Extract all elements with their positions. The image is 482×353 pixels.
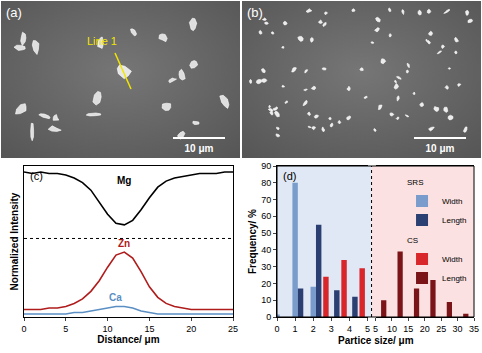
svg-text:10: 10 — [261, 295, 271, 305]
svg-text:(d): (d) — [283, 170, 296, 182]
svg-text:25: 25 — [228, 324, 238, 334]
svg-text:10: 10 — [103, 324, 113, 334]
svg-text:Width: Width — [442, 255, 462, 264]
svg-text:Partice size/ μm: Partice size/ μm — [338, 335, 414, 346]
svg-text:40: 40 — [261, 245, 271, 255]
svg-text:1: 1 — [293, 324, 298, 334]
svg-text:SRS: SRS — [407, 178, 423, 187]
svg-text:Zn: Zn — [118, 238, 130, 249]
svg-text:Length: Length — [442, 274, 466, 283]
svg-text:Distance/ μm: Distance/ μm — [97, 334, 159, 345]
svg-text:Normalized Intensity: Normalized Intensity — [9, 192, 20, 290]
svg-text:25: 25 — [436, 324, 446, 334]
svg-text:70: 70 — [261, 195, 271, 205]
svg-text:0: 0 — [274, 324, 279, 334]
svg-text:5: 5 — [63, 324, 68, 334]
svg-text:10: 10 — [387, 324, 397, 334]
svg-text:35: 35 — [469, 324, 479, 334]
svg-text:20: 20 — [420, 324, 430, 334]
svg-text:20: 20 — [186, 324, 196, 334]
svg-text:Length: Length — [442, 216, 466, 225]
svg-text:15: 15 — [144, 324, 154, 334]
svg-text:80: 80 — [261, 178, 271, 188]
svg-text:3: 3 — [329, 324, 334, 334]
svg-text:(c): (c) — [30, 170, 43, 182]
svg-text:60: 60 — [261, 211, 271, 221]
svg-text:2: 2 — [311, 324, 316, 334]
svg-text:90: 90 — [261, 161, 271, 171]
svg-text:Frequency/ %: Frequency/ % — [247, 209, 258, 274]
svg-text:0: 0 — [266, 312, 271, 322]
svg-text:Line 1: Line 1 — [87, 35, 117, 47]
svg-text:10 μm: 10 μm — [185, 143, 214, 154]
svg-text:5: 5 — [365, 324, 370, 334]
svg-text:10 μm: 10 μm — [426, 143, 455, 154]
svg-text:Ca: Ca — [109, 292, 122, 303]
svg-text:4: 4 — [347, 324, 352, 334]
svg-text:(a): (a) — [6, 5, 22, 20]
svg-text:(b): (b) — [247, 5, 263, 20]
svg-text:30: 30 — [261, 262, 271, 272]
svg-text:CS: CS — [407, 236, 418, 245]
svg-text:Mg: Mg — [117, 175, 131, 186]
svg-text:20: 20 — [261, 279, 271, 289]
svg-text:5: 5 — [373, 324, 378, 334]
svg-text:30: 30 — [453, 324, 463, 334]
svg-text:Width: Width — [442, 197, 462, 206]
svg-text:50: 50 — [261, 228, 271, 238]
svg-text:0: 0 — [21, 324, 26, 334]
svg-text:15: 15 — [403, 324, 413, 334]
